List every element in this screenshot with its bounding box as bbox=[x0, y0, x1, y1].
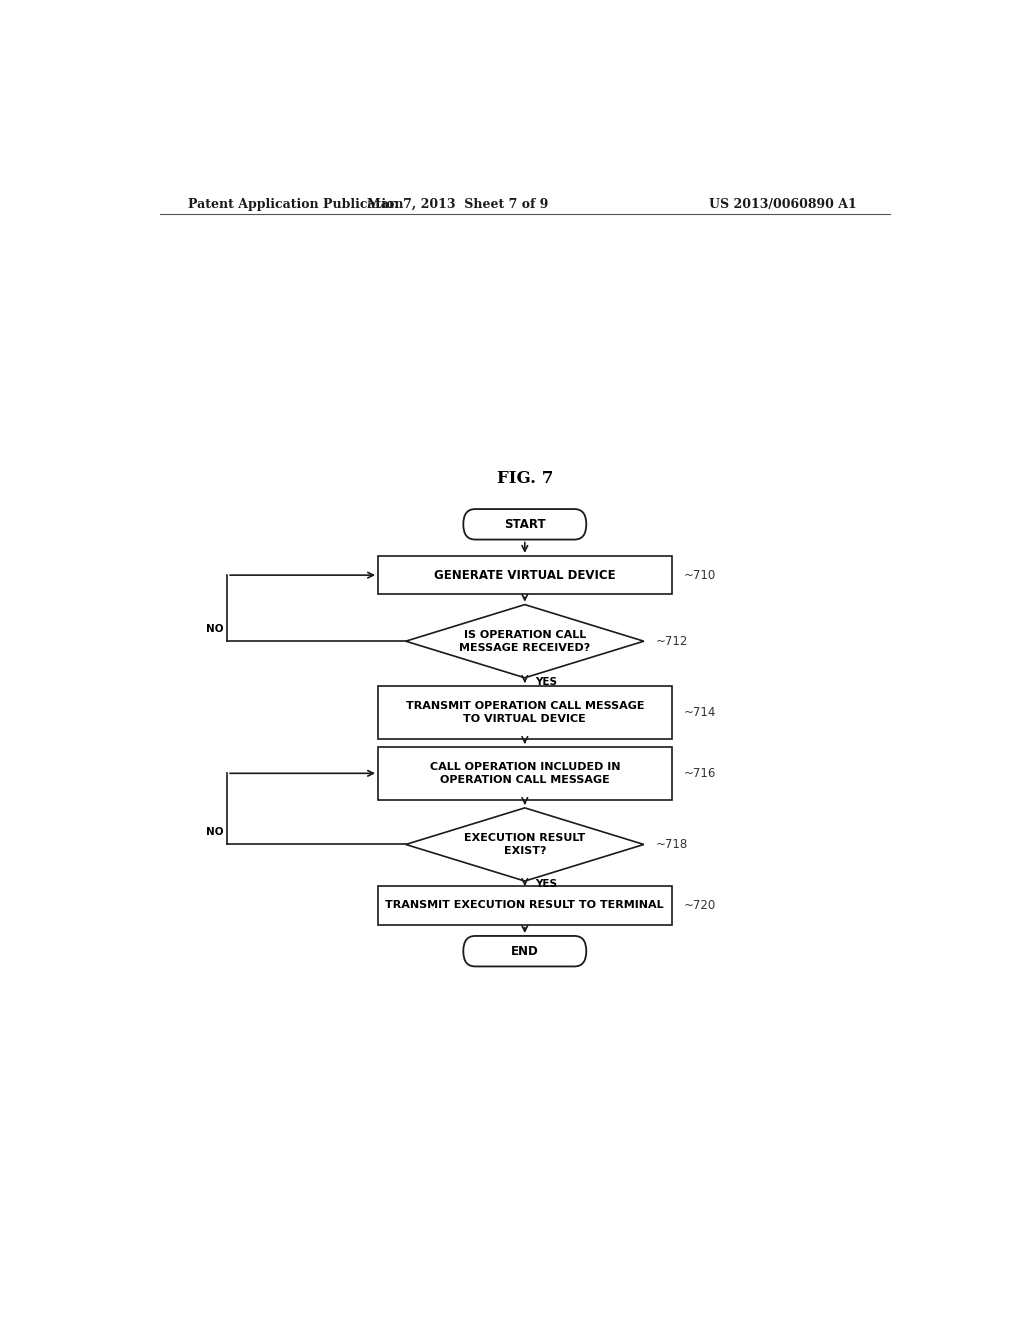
Text: TRANSMIT OPERATION CALL MESSAGE
TO VIRTUAL DEVICE: TRANSMIT OPERATION CALL MESSAGE TO VIRTU… bbox=[406, 701, 644, 723]
Bar bbox=[378, 686, 672, 739]
Text: US 2013/0060890 A1: US 2013/0060890 A1 bbox=[709, 198, 857, 211]
Text: FIG. 7: FIG. 7 bbox=[497, 470, 553, 487]
Text: ~716: ~716 bbox=[684, 767, 716, 780]
Text: START: START bbox=[504, 517, 546, 531]
Bar bbox=[378, 886, 672, 925]
Text: GENERATE VIRTUAL DEVICE: GENERATE VIRTUAL DEVICE bbox=[434, 569, 615, 582]
FancyBboxPatch shape bbox=[463, 510, 587, 540]
Polygon shape bbox=[406, 808, 644, 880]
Text: END: END bbox=[511, 945, 539, 958]
Polygon shape bbox=[406, 605, 644, 677]
Text: ~714: ~714 bbox=[684, 706, 716, 719]
Text: EXECUTION RESULT
EXIST?: EXECUTION RESULT EXIST? bbox=[464, 833, 586, 857]
Bar bbox=[378, 556, 672, 594]
Text: Mar. 7, 2013  Sheet 7 of 9: Mar. 7, 2013 Sheet 7 of 9 bbox=[367, 198, 548, 211]
Text: Patent Application Publication: Patent Application Publication bbox=[187, 198, 403, 211]
Text: ~720: ~720 bbox=[684, 899, 716, 912]
Text: TRANSMIT EXECUTION RESULT TO TERMINAL: TRANSMIT EXECUTION RESULT TO TERMINAL bbox=[385, 900, 665, 911]
Text: YES: YES bbox=[536, 677, 557, 686]
Bar bbox=[378, 747, 672, 800]
Text: NO: NO bbox=[206, 624, 223, 634]
Text: YES: YES bbox=[536, 879, 557, 888]
Text: ~712: ~712 bbox=[655, 635, 688, 648]
FancyBboxPatch shape bbox=[463, 936, 587, 966]
Text: CALL OPERATION INCLUDED IN
OPERATION CALL MESSAGE: CALL OPERATION INCLUDED IN OPERATION CAL… bbox=[429, 762, 621, 785]
Text: NO: NO bbox=[206, 828, 223, 837]
Text: IS OPERATION CALL
MESSAGE RECEIVED?: IS OPERATION CALL MESSAGE RECEIVED? bbox=[459, 630, 591, 653]
Text: ~710: ~710 bbox=[684, 569, 716, 582]
Text: ~718: ~718 bbox=[655, 838, 688, 851]
